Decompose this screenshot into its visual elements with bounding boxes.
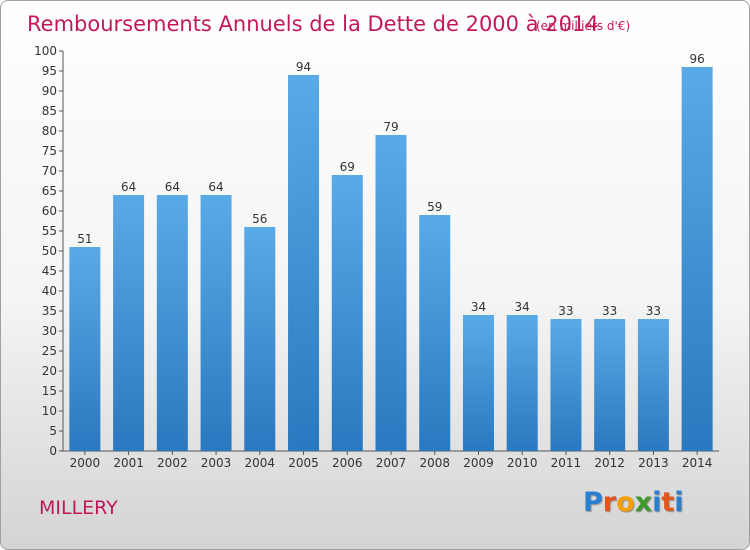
- y-tick-label: 0: [49, 444, 57, 458]
- x-tick-label: 2006: [332, 456, 363, 470]
- x-tick-label: 2003: [201, 456, 232, 470]
- value-label: 56: [252, 212, 267, 226]
- proxiti-logo: Proxiti: [583, 487, 684, 527]
- y-tick-label: 30: [42, 324, 57, 338]
- value-label: 96: [689, 52, 704, 66]
- x-tick-label: 2000: [70, 456, 101, 470]
- x-tick-label: 2007: [376, 456, 407, 470]
- x-tick-label: 2013: [638, 456, 669, 470]
- location-label: MILLERY: [39, 497, 118, 519]
- x-tick-label: 2002: [157, 456, 188, 470]
- value-label: 64: [208, 180, 223, 194]
- x-tick-label: 2012: [594, 456, 625, 470]
- y-tick-label: 5: [49, 424, 57, 438]
- bar-2004: [244, 227, 276, 451]
- bar-2003: [200, 195, 232, 451]
- value-label: 33: [646, 304, 661, 318]
- y-tick-label: 55: [42, 224, 57, 238]
- value-label: 34: [471, 300, 486, 314]
- y-tick-label: 65: [42, 184, 57, 198]
- x-tick-label: 2008: [419, 456, 450, 470]
- value-label: 94: [296, 60, 311, 74]
- y-tick-label: 95: [42, 64, 57, 78]
- bar-2008: [419, 215, 451, 451]
- logo-letter: r: [602, 487, 617, 518]
- bar-2010: [506, 315, 538, 451]
- bar-2009: [462, 315, 494, 451]
- y-tick-label: 40: [42, 284, 57, 298]
- logo-letter: i: [674, 487, 684, 518]
- value-label: 59: [427, 200, 442, 214]
- x-tick-label: 2010: [507, 456, 538, 470]
- logo-letter: i: [652, 487, 662, 518]
- logo-letter: t: [661, 487, 675, 518]
- y-tick-label: 10: [42, 404, 57, 418]
- x-tick-label: 2009: [463, 456, 494, 470]
- labels-group: 2000 51 2001 64 2002 64 2003 64 2004 56 2005 94 2006…: [70, 52, 713, 470]
- value-label: 69: [340, 160, 355, 174]
- bars-group: [69, 67, 713, 451]
- bar-2011: [550, 319, 582, 451]
- y-tick-label: 50: [42, 244, 57, 258]
- bar-2014: [681, 67, 713, 451]
- x-tick-label: 2004: [245, 456, 276, 470]
- bar-2001: [113, 195, 145, 451]
- y-tick-label: 75: [42, 144, 57, 158]
- value-label: 64: [165, 180, 180, 194]
- chart-title: Remboursements Annuels de la Dette de 20…: [27, 12, 599, 36]
- y-tick-label: 80: [42, 124, 57, 138]
- x-tick-label: 2011: [551, 456, 582, 470]
- value-label: 34: [515, 300, 530, 314]
- x-tick-label: 2005: [288, 456, 319, 470]
- x-tick-label: 2001: [113, 456, 144, 470]
- bar-2000: [69, 247, 101, 451]
- logo-letter: x: [634, 487, 653, 518]
- value-label: 64: [121, 180, 136, 194]
- bar-2005: [288, 75, 320, 451]
- bar-2013: [637, 319, 669, 451]
- value-label: 33: [558, 304, 573, 318]
- y-tick-label: 70: [42, 164, 57, 178]
- y-tick-label: 90: [42, 84, 57, 98]
- logo-letter: o: [616, 487, 635, 518]
- y-tick-label: 15: [42, 384, 57, 398]
- logo-letter: P: [583, 487, 603, 518]
- y-tick-label: 45: [42, 264, 57, 278]
- chart-subtitle: (en milliers d'€): [536, 19, 630, 33]
- bar-2012: [594, 319, 626, 451]
- y-tick-label: 85: [42, 104, 57, 118]
- axes: 0 5 10 15 20 25 30 35 40 45 50 55 60 65 70 75 80 85 90 95 10…: [34, 44, 719, 458]
- y-tick-label: 20: [42, 364, 57, 378]
- value-label: 51: [77, 232, 92, 246]
- y-tick-label: 60: [42, 204, 57, 218]
- bar-2002: [156, 195, 188, 451]
- y-tick-label: 25: [42, 344, 57, 358]
- y-tick-label: 35: [42, 304, 57, 318]
- bar-2007: [375, 135, 407, 451]
- bar-2006: [331, 175, 363, 451]
- value-label: 79: [383, 120, 398, 134]
- y-tick-label: 100: [34, 44, 57, 58]
- value-label: 33: [602, 304, 617, 318]
- x-tick-label: 2014: [682, 456, 713, 470]
